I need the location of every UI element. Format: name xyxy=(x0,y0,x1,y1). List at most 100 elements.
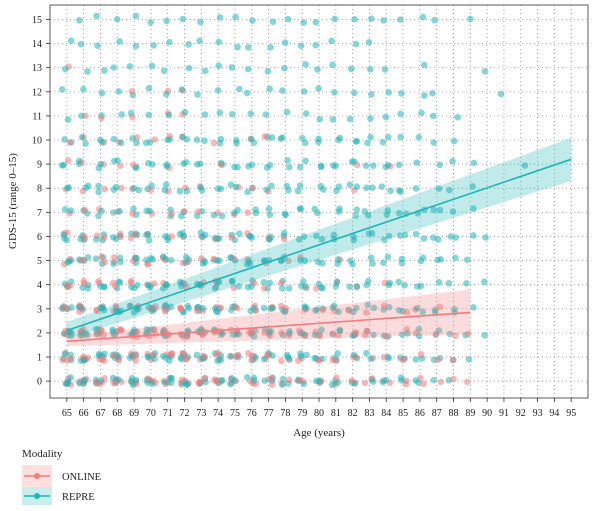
data-point-repre xyxy=(463,280,470,287)
data-point-repre xyxy=(385,232,393,240)
data-point-repre xyxy=(412,230,420,238)
data-point-repre xyxy=(353,283,361,291)
data-point-online xyxy=(450,375,457,383)
data-point-repre xyxy=(75,157,83,165)
data-point-repre xyxy=(300,380,308,388)
data-point-repre xyxy=(266,211,274,218)
data-point-repre xyxy=(431,16,438,24)
data-point-repre xyxy=(228,110,236,118)
data-point-repre xyxy=(233,139,240,147)
data-point-online xyxy=(97,326,105,334)
data-point-repre xyxy=(378,183,386,190)
data-point-online xyxy=(111,254,118,261)
data-point-repre xyxy=(363,349,370,357)
data-point-repre xyxy=(369,378,377,385)
data-point-online xyxy=(361,379,369,387)
data-point-repre xyxy=(235,283,243,290)
data-point-repre xyxy=(150,42,157,49)
data-point-repre xyxy=(364,301,371,309)
data-point-online xyxy=(252,307,260,314)
data-point-repre xyxy=(369,260,376,267)
data-point-repre xyxy=(312,232,320,240)
data-point-online xyxy=(348,377,356,384)
data-point-repre xyxy=(166,38,173,46)
data-point-online xyxy=(417,351,425,358)
data-point-online xyxy=(217,304,225,312)
legend-item-repre: REPRE xyxy=(22,487,95,505)
data-point-repre xyxy=(398,377,406,384)
data-point-repre xyxy=(228,64,236,71)
data-point-repre xyxy=(331,89,338,96)
data-point-repre xyxy=(401,281,408,289)
data-point-repre xyxy=(95,188,102,196)
data-point-repre xyxy=(163,161,171,168)
data-point-repre xyxy=(367,115,374,122)
x-tick-label: 73 xyxy=(196,408,206,419)
data-point-online xyxy=(64,157,72,164)
legend-dot-online xyxy=(34,473,40,479)
data-point-repre xyxy=(285,284,293,292)
data-point-online xyxy=(195,379,203,386)
data-point-repre xyxy=(395,209,403,217)
data-point-repre xyxy=(429,112,437,120)
data-point-repre xyxy=(77,40,85,48)
data-point-repre xyxy=(380,259,387,267)
data-point-repre xyxy=(353,304,360,312)
data-point-repre xyxy=(347,65,355,73)
x-tick-label: 69 xyxy=(129,408,139,419)
data-point-repre xyxy=(126,302,134,310)
data-point-repre xyxy=(281,39,289,46)
data-point-repre xyxy=(413,159,421,167)
data-point-repre xyxy=(196,37,203,45)
data-point-repre xyxy=(381,66,389,73)
data-point-repre xyxy=(398,90,405,97)
data-point-repre xyxy=(116,38,123,45)
data-point-repre xyxy=(352,40,360,48)
data-point-repre xyxy=(97,160,105,168)
data-point-repre xyxy=(163,17,170,25)
data-point-repre xyxy=(215,62,223,69)
data-point-repre xyxy=(77,235,85,243)
data-point-online xyxy=(329,356,337,364)
data-point-repre xyxy=(245,257,253,265)
data-point-repre xyxy=(232,13,239,21)
data-point-repre xyxy=(470,232,477,239)
data-point-repre xyxy=(80,380,87,387)
data-point-repre xyxy=(449,157,456,165)
data-point-repre xyxy=(185,40,192,48)
data-point-repre xyxy=(161,379,169,386)
data-point-repre xyxy=(379,138,387,146)
data-point-repre xyxy=(264,67,272,75)
data-point-repre xyxy=(228,277,236,285)
data-point-repre xyxy=(302,157,309,165)
data-point-repre xyxy=(312,18,320,26)
data-point-repre xyxy=(93,236,100,243)
data-point-repre xyxy=(165,111,173,119)
data-point-repre xyxy=(299,134,306,142)
data-point-repre xyxy=(395,187,403,194)
legend-dot-repre xyxy=(34,493,40,499)
data-point-repre xyxy=(132,254,139,262)
data-point-repre xyxy=(75,16,83,24)
y-tick-label: 15 xyxy=(32,15,42,26)
data-point-online xyxy=(449,356,457,364)
data-point-repre xyxy=(214,87,222,94)
data-point-repre xyxy=(412,377,420,384)
data-point-repre xyxy=(315,138,322,146)
data-point-repre xyxy=(447,233,454,240)
data-point-repre xyxy=(311,205,319,213)
data-point-repre xyxy=(197,184,204,191)
y-tick-label: 7 xyxy=(37,208,42,219)
data-point-repre xyxy=(353,183,361,191)
data-point-repre xyxy=(412,356,420,363)
trend-line-online xyxy=(66,311,471,343)
x-tick-label: 90 xyxy=(482,408,492,419)
data-point-repre xyxy=(252,206,259,213)
legend-title: Modality xyxy=(22,448,63,460)
data-point-repre xyxy=(318,235,326,243)
data-point-repre xyxy=(419,254,427,261)
data-point-repre xyxy=(96,136,104,144)
data-point-repre xyxy=(415,332,423,340)
data-point-repre xyxy=(246,233,254,240)
